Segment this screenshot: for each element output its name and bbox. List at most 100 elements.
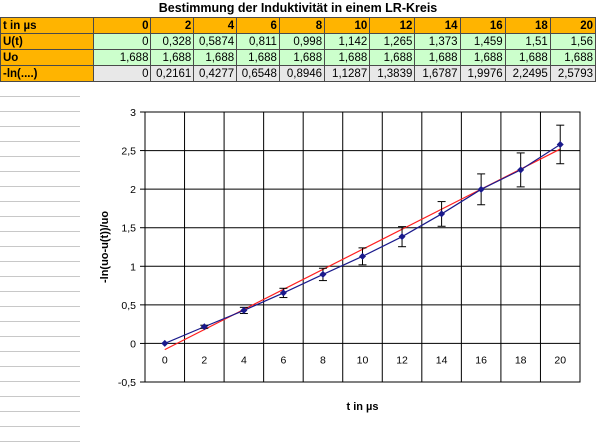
header-label-cell[interactable]: t in µs <box>0 17 94 34</box>
empty-cell[interactable] <box>0 142 80 157</box>
empty-cell[interactable] <box>0 112 80 127</box>
x-tick-label: 8 <box>320 354 326 366</box>
page-title: Bestimmung der Induktivität in einem LR-… <box>158 1 438 15</box>
empty-cell[interactable] <box>0 382 80 397</box>
table-cell[interactable]: 1,6787 <box>414 65 461 82</box>
table-cell[interactable]: 0,811 <box>236 33 280 50</box>
table-cell[interactable]: 1,688 <box>324 49 371 66</box>
table-cell[interactable]: 1,688 <box>549 49 596 66</box>
table-cell[interactable]: 0,2161 <box>150 65 195 82</box>
row-label-cell[interactable]: U(t) <box>0 33 94 50</box>
empty-cell[interactable] <box>0 172 80 187</box>
empty-cell[interactable] <box>0 97 80 112</box>
empty-cell[interactable] <box>0 352 80 367</box>
table-cell[interactable]: 0,8946 <box>278 65 326 82</box>
data-point <box>438 210 446 218</box>
table-cell[interactable]: 1,688 <box>92 49 152 66</box>
table-cell[interactable]: 1,3839 <box>369 65 416 82</box>
x-tick-label: 0 <box>162 354 168 366</box>
empty-cell[interactable] <box>0 307 80 322</box>
data-point <box>319 270 327 278</box>
y-tick-label: 0 <box>130 338 136 350</box>
table-cell[interactable]: 1,51 <box>504 33 551 50</box>
row-label-cell[interactable]: Uo <box>0 49 94 66</box>
header-cell[interactable]: 16 <box>459 17 506 34</box>
y-tick-label: -0,5 <box>118 377 136 389</box>
header-cell[interactable]: 10 <box>324 17 371 34</box>
header-cell[interactable]: 8 <box>278 17 326 34</box>
table-cell[interactable]: 0 <box>92 33 152 50</box>
empty-cell[interactable] <box>0 277 80 292</box>
empty-cell[interactable] <box>0 337 80 352</box>
data-point <box>398 233 406 241</box>
data-point <box>161 339 169 347</box>
empty-cell[interactable] <box>0 262 80 277</box>
chart-area: -0,5 0 0,5 1 1,5 2 2,5 3 0 2 4 6 8 10 12 14 16 18 20 t in µ… <box>80 82 596 420</box>
header-cell[interactable]: 20 <box>549 17 596 34</box>
table-header-row: t in µs 0 2 4 6 8 10 12 14 16 18 20 <box>0 17 596 34</box>
empty-cell[interactable] <box>0 82 80 97</box>
empty-cell[interactable] <box>0 127 80 142</box>
empty-cell[interactable] <box>0 292 80 307</box>
data-point <box>517 166 525 174</box>
table-cell[interactable]: 0,6548 <box>236 65 280 82</box>
header-cell[interactable]: 6 <box>236 17 280 34</box>
table-cell[interactable]: 1,459 <box>459 33 506 50</box>
x-tick-label: 4 <box>241 354 247 366</box>
header-cell[interactable]: 2 <box>150 17 195 34</box>
table-cell[interactable]: 1,688 <box>278 49 326 66</box>
table-row: Uo 1,688 1,688 1,688 1,688 1,688 1,688 1,688 1,6… <box>0 49 596 66</box>
header-cell[interactable]: 4 <box>193 17 238 34</box>
data-point <box>556 140 564 148</box>
table-cell[interactable]: 0 <box>92 65 152 82</box>
table-cell[interactable]: 0,5874 <box>193 33 238 50</box>
header-cell[interactable]: 18 <box>504 17 551 34</box>
x-tick-label: 12 <box>396 354 408 366</box>
table-cell[interactable]: 1,142 <box>324 33 371 50</box>
table-cell[interactable]: 1,56 <box>549 33 596 50</box>
plot-area <box>144 111 581 383</box>
empty-cell[interactable] <box>0 397 80 412</box>
data-point <box>359 252 366 260</box>
table-cell[interactable]: 1,688 <box>236 49 280 66</box>
table-cell[interactable]: 1,373 <box>414 33 461 50</box>
empty-cell[interactable] <box>0 427 80 442</box>
spreadsheet-empty-column <box>0 82 81 442</box>
data-point <box>279 289 287 297</box>
empty-cell[interactable] <box>0 157 80 172</box>
table-cell[interactable]: 1,688 <box>150 49 195 66</box>
empty-cell[interactable] <box>0 322 80 337</box>
data-point <box>240 306 248 314</box>
row-label-cell[interactable]: -ln(....) <box>0 65 94 82</box>
table-cell[interactable]: 2,2495 <box>504 65 551 82</box>
header-cell[interactable]: 14 <box>414 17 461 34</box>
x-tick-label: 14 <box>436 354 448 366</box>
empty-cell[interactable] <box>0 187 80 202</box>
table-cell[interactable]: 1,9976 <box>459 65 506 82</box>
x-tick-label: 16 <box>475 354 487 366</box>
table-cell[interactable]: 0,328 <box>150 33 195 50</box>
table-cell[interactable]: 1,688 <box>459 49 506 66</box>
y-axis-label: -ln(uo-u(t))/uo <box>99 211 111 283</box>
table-cell[interactable]: 1,265 <box>369 33 416 50</box>
header-cell[interactable]: 0 <box>92 17 152 34</box>
table-cell[interactable]: 2,5793 <box>549 65 596 82</box>
empty-cell[interactable] <box>0 247 80 262</box>
y-tick-label: 1 <box>130 261 136 273</box>
y-tick-label: 3 <box>130 107 136 119</box>
empty-cell[interactable] <box>0 232 80 247</box>
y-tick-label: 0,5 <box>121 300 136 312</box>
table-cell[interactable]: 1,1287 <box>324 65 371 82</box>
table-cell[interactable]: 1,688 <box>504 49 551 66</box>
empty-cell[interactable] <box>0 367 80 382</box>
table-cell[interactable]: 1,688 <box>414 49 461 66</box>
table-cell[interactable]: 1,688 <box>369 49 416 66</box>
table-cell[interactable]: 1,688 <box>193 49 238 66</box>
table-cell[interactable]: 0,998 <box>278 33 326 50</box>
x-tick-label: 2 <box>201 354 207 366</box>
chart-svg: -0,5 0 0,5 1 1,5 2 2,5 3 0 2 4 6 8 10 12 14 16 18 20 t in µ… <box>99 107 581 413</box>
empty-cell[interactable] <box>0 217 80 232</box>
table-cell[interactable]: 0,4277 <box>193 65 238 82</box>
header-cell[interactable]: 12 <box>369 17 416 34</box>
empty-cell[interactable] <box>0 202 80 217</box>
